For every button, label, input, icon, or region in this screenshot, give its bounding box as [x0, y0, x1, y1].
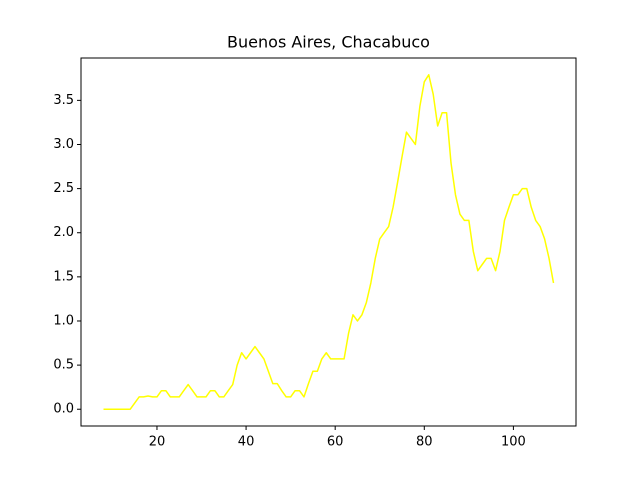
chart-title: Buenos Aires, Chacabuco: [227, 33, 430, 52]
y-tick-label: 0.0: [53, 402, 74, 417]
x-tick-label: 20: [149, 435, 166, 450]
x-tick-label: 60: [327, 435, 344, 450]
plot-frame: [80, 57, 577, 427]
x-tick-label: 100: [501, 435, 526, 450]
x-tick-label: 80: [416, 435, 433, 450]
y-tick-label: 1.5: [53, 269, 74, 284]
y-tick-label: 1.0: [53, 313, 74, 328]
y-tick-label: 2.5: [53, 181, 74, 196]
y-tick-label: 2.0: [53, 225, 74, 240]
data-line: [103, 74, 555, 410]
y-tick-label: 3.5: [53, 93, 74, 108]
x-tick-label: 40: [238, 435, 255, 450]
y-tick-label: 0.5: [53, 358, 74, 373]
y-tick-label: 3.0: [53, 137, 74, 152]
